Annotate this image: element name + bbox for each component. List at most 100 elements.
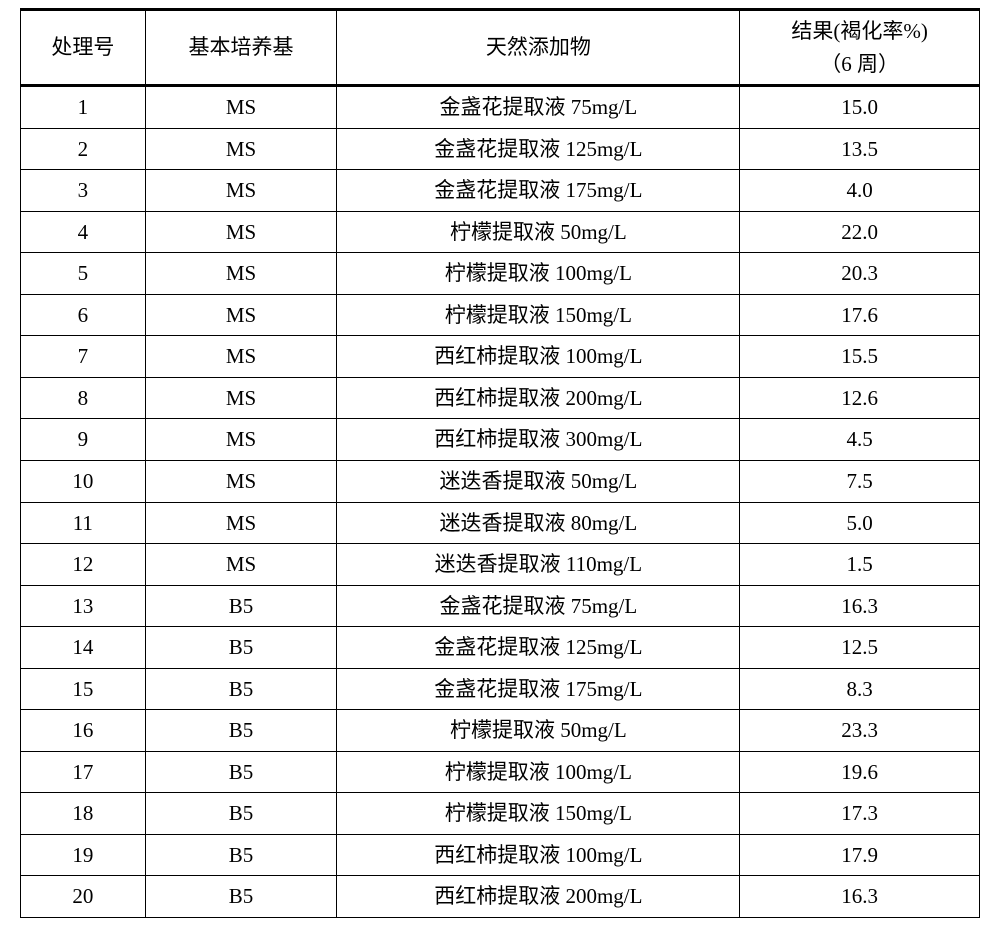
- table-body: 1MS金盏花提取液 75mg/L15.02MS金盏花提取液 125mg/L13.…: [21, 86, 980, 918]
- header-result-line1: 结果(褐化率%): [742, 15, 977, 48]
- table-row: 8MS西红柿提取液 200mg/L12.6: [21, 377, 980, 419]
- table-row: 3MS金盏花提取液 175mg/L4.0: [21, 170, 980, 212]
- cell-id: 10: [21, 461, 146, 503]
- cell-id: 11: [21, 502, 146, 544]
- cell-medium: B5: [145, 710, 337, 752]
- table-row: 16B5柠檬提取液 50mg/L23.3: [21, 710, 980, 752]
- table-row: 15B5金盏花提取液 175mg/L8.3: [21, 668, 980, 710]
- cell-medium: MS: [145, 86, 337, 129]
- cell-medium: B5: [145, 793, 337, 835]
- cell-medium: MS: [145, 502, 337, 544]
- cell-additive: 西红柿提取液 100mg/L: [337, 834, 740, 876]
- cell-result: 19.6: [740, 751, 980, 793]
- cell-additive: 金盏花提取液 175mg/L: [337, 170, 740, 212]
- cell-id: 1: [21, 86, 146, 129]
- cell-additive: 柠檬提取液 50mg/L: [337, 211, 740, 253]
- cell-additive: 柠檬提取液 150mg/L: [337, 294, 740, 336]
- cell-id: 13: [21, 585, 146, 627]
- cell-id: 15: [21, 668, 146, 710]
- cell-medium: MS: [145, 170, 337, 212]
- table-row: 1MS金盏花提取液 75mg/L15.0: [21, 86, 980, 129]
- cell-result: 17.3: [740, 793, 980, 835]
- table-row: 13B5金盏花提取液 75mg/L16.3: [21, 585, 980, 627]
- cell-medium: MS: [145, 211, 337, 253]
- cell-result: 15.5: [740, 336, 980, 378]
- table-row: 19B5西红柿提取液 100mg/L17.9: [21, 834, 980, 876]
- table-row: 7MS西红柿提取液 100mg/L15.5: [21, 336, 980, 378]
- cell-result: 4.0: [740, 170, 980, 212]
- cell-medium: B5: [145, 834, 337, 876]
- cell-additive: 柠檬提取液 100mg/L: [337, 253, 740, 295]
- table-row: 4MS柠檬提取液 50mg/L22.0: [21, 211, 980, 253]
- cell-id: 7: [21, 336, 146, 378]
- cell-result: 4.5: [740, 419, 980, 461]
- cell-result: 5.0: [740, 502, 980, 544]
- cell-id: 6: [21, 294, 146, 336]
- cell-result: 8.3: [740, 668, 980, 710]
- cell-medium: MS: [145, 294, 337, 336]
- cell-additive: 金盏花提取液 175mg/L: [337, 668, 740, 710]
- header-medium: 基本培养基: [145, 10, 337, 86]
- table-row: 6MS柠檬提取液 150mg/L17.6: [21, 294, 980, 336]
- cell-result: 22.0: [740, 211, 980, 253]
- cell-additive: 西红柿提取液 200mg/L: [337, 377, 740, 419]
- cell-medium: MS: [145, 419, 337, 461]
- cell-additive: 金盏花提取液 125mg/L: [337, 128, 740, 170]
- cell-id: 14: [21, 627, 146, 669]
- cell-result: 16.3: [740, 585, 980, 627]
- data-table: 处理号 基本培养基 天然添加物 结果(褐化率%) （6 周） 1MS金盏花提取液…: [20, 8, 980, 918]
- header-result-line2: （6 周）: [742, 48, 977, 81]
- cell-result: 23.3: [740, 710, 980, 752]
- cell-additive: 迷迭香提取液 110mg/L: [337, 544, 740, 586]
- cell-medium: MS: [145, 461, 337, 503]
- table-row: 9MS西红柿提取液 300mg/L4.5: [21, 419, 980, 461]
- cell-id: 8: [21, 377, 146, 419]
- cell-id: 2: [21, 128, 146, 170]
- cell-result: 12.6: [740, 377, 980, 419]
- table-row: 5MS柠檬提取液 100mg/L20.3: [21, 253, 980, 295]
- table-row: 14B5金盏花提取液 125mg/L12.5: [21, 627, 980, 669]
- cell-additive: 柠檬提取液 50mg/L: [337, 710, 740, 752]
- cell-id: 16: [21, 710, 146, 752]
- cell-additive: 西红柿提取液 100mg/L: [337, 336, 740, 378]
- table-row: 12MS迷迭香提取液 110mg/L1.5: [21, 544, 980, 586]
- table-row: 17B5柠檬提取液 100mg/L19.6: [21, 751, 980, 793]
- cell-medium: B5: [145, 668, 337, 710]
- cell-result: 17.9: [740, 834, 980, 876]
- cell-medium: B5: [145, 627, 337, 669]
- cell-additive: 迷迭香提取液 80mg/L: [337, 502, 740, 544]
- cell-additive: 金盏花提取液 125mg/L: [337, 627, 740, 669]
- cell-result: 12.5: [740, 627, 980, 669]
- cell-result: 15.0: [740, 86, 980, 129]
- table-container: 处理号 基本培养基 天然添加物 结果(褐化率%) （6 周） 1MS金盏花提取液…: [0, 0, 1000, 926]
- cell-additive: 金盏花提取液 75mg/L: [337, 585, 740, 627]
- table-row: 18B5柠檬提取液 150mg/L17.3: [21, 793, 980, 835]
- table-row: 11MS迷迭香提取液 80mg/L5.0: [21, 502, 980, 544]
- cell-id: 9: [21, 419, 146, 461]
- header-result: 结果(褐化率%) （6 周）: [740, 10, 980, 86]
- cell-additive: 柠檬提取液 100mg/L: [337, 751, 740, 793]
- cell-id: 17: [21, 751, 146, 793]
- cell-medium: MS: [145, 377, 337, 419]
- cell-additive: 金盏花提取液 75mg/L: [337, 86, 740, 129]
- cell-result: 20.3: [740, 253, 980, 295]
- header-id: 处理号: [21, 10, 146, 86]
- cell-id: 18: [21, 793, 146, 835]
- cell-id: 19: [21, 834, 146, 876]
- cell-id: 5: [21, 253, 146, 295]
- cell-medium: B5: [145, 876, 337, 918]
- cell-medium: MS: [145, 128, 337, 170]
- cell-result: 13.5: [740, 128, 980, 170]
- cell-medium: MS: [145, 253, 337, 295]
- header-additive: 天然添加物: [337, 10, 740, 86]
- cell-result: 16.3: [740, 876, 980, 918]
- table-row: 2MS金盏花提取液 125mg/L13.5: [21, 128, 980, 170]
- cell-additive: 西红柿提取液 200mg/L: [337, 876, 740, 918]
- cell-medium: B5: [145, 751, 337, 793]
- cell-id: 20: [21, 876, 146, 918]
- cell-result: 1.5: [740, 544, 980, 586]
- cell-id: 12: [21, 544, 146, 586]
- cell-id: 3: [21, 170, 146, 212]
- cell-additive: 迷迭香提取液 50mg/L: [337, 461, 740, 503]
- cell-medium: MS: [145, 336, 337, 378]
